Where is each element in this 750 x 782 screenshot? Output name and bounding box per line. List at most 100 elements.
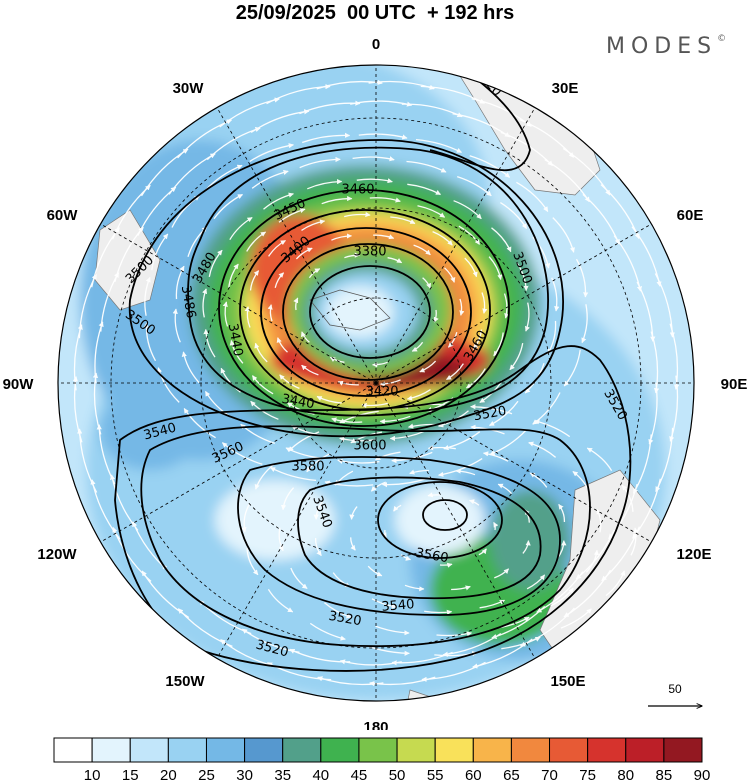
wind-arrow	[175, 265, 185, 300]
contour-label: 3520	[472, 404, 507, 425]
wind-arrow	[229, 216, 253, 241]
wind-arrow	[143, 322, 157, 362]
wind-arrow	[472, 329, 483, 350]
wind-arrow	[596, 508, 602, 533]
lon-label-0: 0	[372, 36, 380, 53]
meridian-line	[375, 382, 652, 543]
meridian-line	[375, 107, 536, 384]
wind-arrow	[221, 442, 263, 465]
meridian-line	[216, 107, 377, 384]
meridian-line	[100, 382, 377, 543]
contour-label: 3560	[414, 546, 449, 567]
wind-arrow	[181, 351, 200, 384]
colorbar-box	[205, 737, 246, 763]
wind-arrow	[400, 554, 411, 561]
colorbar-tick-label: 60	[465, 767, 482, 782]
wind-reference-value: 50	[668, 682, 682, 696]
wind-arrow	[301, 364, 319, 376]
wind-arrow	[489, 429, 528, 456]
contour-3480	[187, 146, 549, 417]
contour-3500	[128, 139, 564, 438]
contour-label: 3380	[353, 245, 386, 260]
wind-arrow	[605, 570, 626, 597]
wind-arrow	[254, 463, 275, 490]
wind-arrow	[470, 404, 513, 415]
wind-arrow	[367, 645, 410, 656]
wind-arrow	[321, 195, 353, 205]
wind-arrow	[334, 470, 354, 486]
wind-arrow	[369, 197, 401, 203]
wind-arrow	[299, 156, 341, 169]
wind-arrow	[268, 239, 286, 257]
wind-arrow	[522, 540, 531, 554]
wind-arrow	[249, 270, 260, 291]
wind-arrow	[650, 331, 660, 394]
wind-arrow	[465, 368, 486, 389]
wind-arrow	[494, 568, 510, 579]
lon-label-60w: 60W	[47, 207, 79, 224]
colorbar-box	[510, 737, 551, 763]
wind-arrow	[621, 484, 634, 512]
wind-arrow	[479, 599, 505, 609]
wind-arrow	[372, 361, 388, 368]
wind-arrow	[329, 356, 345, 363]
colorbar-tick-label: 65	[503, 767, 520, 782]
wind-arrow	[278, 527, 284, 552]
wind-arrow	[208, 249, 223, 278]
wind-arrow	[361, 402, 388, 409]
wind-arrow	[444, 267, 456, 283]
wind-arrow	[436, 631, 473, 637]
wind-arrow	[516, 181, 549, 212]
wind-arrow	[306, 453, 330, 473]
lon-label-150w: 150W	[165, 673, 205, 690]
wind-arrow	[313, 501, 324, 520]
wind-arrow	[581, 304, 588, 344]
wind-arrow	[316, 395, 342, 404]
colorbar-box	[167, 737, 207, 763]
wind-arrow	[560, 608, 592, 629]
brand-text: MODES	[606, 34, 718, 59]
wind-arrow	[254, 342, 268, 363]
colorbar-box	[472, 737, 512, 763]
wind-arrow	[438, 458, 483, 477]
wind-arrow	[246, 231, 267, 252]
wind-arrow	[528, 441, 557, 458]
wind-arrow	[497, 483, 513, 495]
wind-arrow	[389, 430, 425, 441]
wind-arrow	[220, 367, 241, 393]
contour-label: 3420	[365, 385, 398, 400]
contour-3460	[218, 189, 510, 427]
wind-arrow	[469, 155, 511, 178]
lon-label-90w: 90W	[3, 376, 35, 393]
wind-arrow	[413, 244, 431, 256]
wind-arrow	[390, 216, 416, 225]
lon-label-60e: 60E	[677, 207, 704, 224]
contour-3620	[422, 499, 468, 531]
colorbar-tick-label: 20	[160, 767, 177, 782]
wind-arrow	[459, 298, 465, 316]
colorbar-box	[53, 737, 93, 763]
wind-arrow	[203, 328, 216, 358]
wind-arrow	[532, 236, 551, 269]
wind-arrow	[453, 200, 482, 220]
wind-arrow	[331, 233, 353, 241]
wind-arrow	[489, 400, 519, 427]
map-title: 25/09/2025 00 UTC + 192 hrs	[235, 2, 515, 24]
wind-arrow	[424, 609, 453, 615]
contour-3560	[237, 456, 561, 616]
contour-3580	[297, 476, 542, 600]
contour-3540	[140, 425, 591, 648]
wind-arrow	[503, 293, 510, 319]
wind-arrow	[339, 436, 376, 442]
wind-arrow	[406, 160, 447, 173]
wind-arrow	[509, 342, 524, 371]
wind-arrow	[244, 306, 251, 328]
colorbar-tick-label: 25	[198, 767, 215, 782]
wind-arrow	[432, 230, 453, 246]
wind-arrow	[455, 468, 476, 476]
wind-arrow	[407, 423, 444, 429]
wind-arrow	[274, 272, 285, 288]
wind-arrow	[464, 257, 478, 278]
